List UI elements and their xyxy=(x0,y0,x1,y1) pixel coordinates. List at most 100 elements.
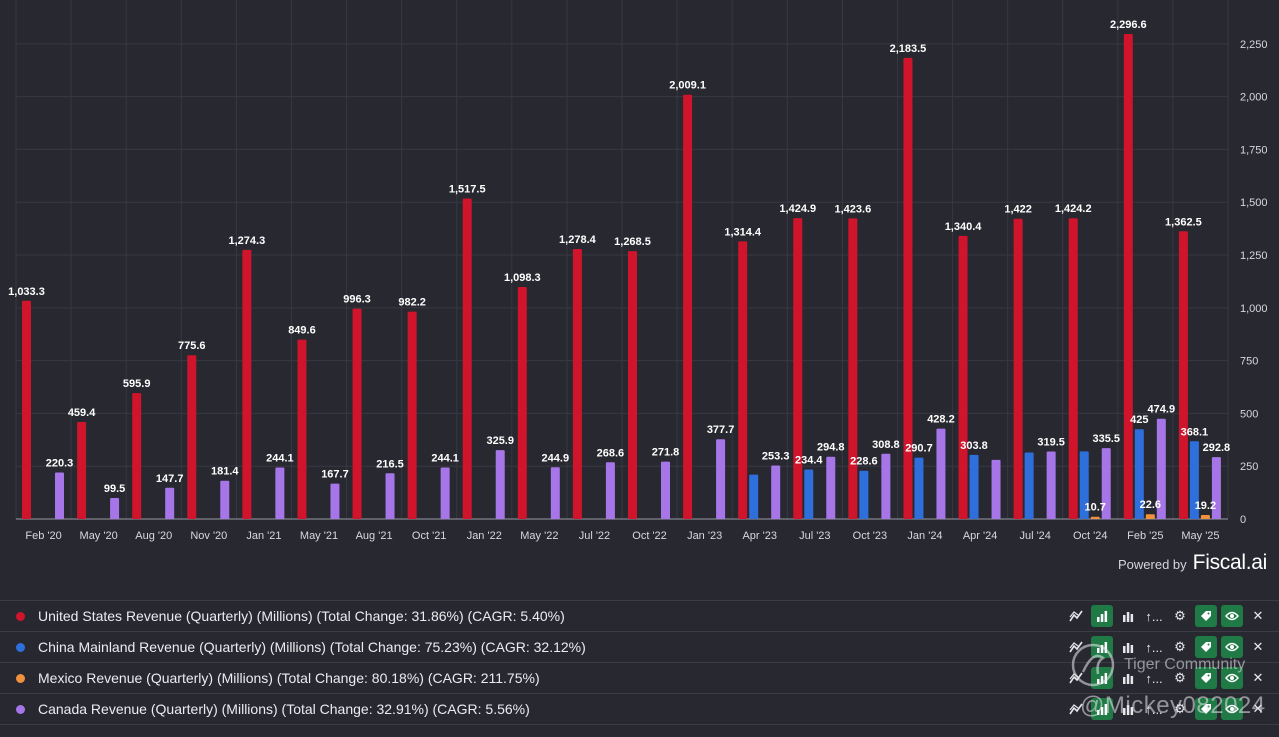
bar-3-19 xyxy=(1101,448,1111,519)
bar-1-16 xyxy=(914,457,924,519)
bar-1-15 xyxy=(859,470,869,519)
y-tick-label: 750 xyxy=(1240,356,1258,368)
stacked-bar-icon[interactable] xyxy=(1117,698,1139,720)
tag-icon[interactable] xyxy=(1195,605,1217,627)
bar-3-7 xyxy=(440,467,450,519)
bar-0-19 xyxy=(1068,218,1078,519)
bar-0-17 xyxy=(958,235,968,519)
bar-0-18 xyxy=(1013,218,1023,519)
close-icon[interactable]: ✕ xyxy=(1252,639,1264,654)
stacked-bar-icon[interactable] xyxy=(1117,667,1139,689)
data-label: 167.7 xyxy=(321,469,349,481)
bar-0-12 xyxy=(683,94,693,519)
bar-0-10 xyxy=(572,249,582,519)
more-options-button[interactable]: ↑... xyxy=(1145,639,1163,655)
series-tools: ↑... ⚙ ✕ xyxy=(1065,636,1269,658)
bar-chart-icon[interactable] xyxy=(1091,698,1113,720)
data-label: 595.9 xyxy=(123,378,151,390)
data-label: 377.7 xyxy=(707,424,735,436)
bar-3-21 xyxy=(1211,457,1221,519)
bar-3-0 xyxy=(55,472,64,519)
legend-label: Mexico Revenue (Quarterly) (Millions) (T… xyxy=(38,670,540,686)
bar-chart-icon[interactable] xyxy=(1091,667,1113,689)
data-label: 244.1 xyxy=(431,452,459,464)
x-tick-label: Jul '24 xyxy=(1019,530,1050,542)
gear-icon[interactable]: ⚙ xyxy=(1174,701,1186,716)
bar-3-1 xyxy=(110,497,120,519)
eye-icon[interactable] xyxy=(1221,698,1243,720)
more-options-button[interactable]: ↑... xyxy=(1145,670,1163,686)
data-label: 147.7 xyxy=(156,473,184,485)
data-label: 253.3 xyxy=(762,451,790,463)
more-options-button[interactable]: ↑... xyxy=(1145,701,1163,717)
bar-0-7 xyxy=(407,311,417,519)
series-legend: United States Revenue (Quarterly) (Milli… xyxy=(0,600,1279,725)
stacked-bar-icon[interactable] xyxy=(1117,636,1139,658)
bar-1-20 xyxy=(1134,429,1144,519)
data-label: 308.8 xyxy=(872,439,900,451)
series-color-dot xyxy=(16,704,25,714)
data-label: 268.6 xyxy=(597,447,625,459)
tag-icon[interactable] xyxy=(1195,636,1217,658)
bar-0-21 xyxy=(1178,231,1188,519)
data-label: 319.5 xyxy=(1037,437,1065,449)
data-label: 474.9 xyxy=(1148,404,1176,416)
x-tick-label: Oct '24 xyxy=(1073,530,1108,542)
gear-icon[interactable]: ⚙ xyxy=(1174,639,1186,654)
data-label: 368.1 xyxy=(1181,426,1209,438)
more-options-button[interactable]: ↑... xyxy=(1145,608,1163,624)
bar-0-3 xyxy=(187,355,197,519)
bar-chart-icon[interactable] xyxy=(1091,605,1113,627)
legend-row-canada: Canada Revenue (Quarterly) (Millions) (T… xyxy=(0,693,1279,725)
bar-0-5 xyxy=(297,339,307,519)
bar-2-19 xyxy=(1090,516,1100,519)
data-label: 325.9 xyxy=(486,435,514,447)
y-tick-label: 2,250 xyxy=(1240,39,1268,51)
bar-3-10 xyxy=(605,462,615,519)
y-tick-label: 500 xyxy=(1240,408,1258,420)
close-icon[interactable]: ✕ xyxy=(1252,670,1264,685)
bar-0-15 xyxy=(848,218,858,519)
data-label: 425 xyxy=(1130,414,1148,426)
data-label: 1,314.4 xyxy=(724,226,762,238)
bar-3-3 xyxy=(220,480,230,519)
data-label: 335.5 xyxy=(1092,433,1120,445)
data-label: 290.7 xyxy=(905,443,933,455)
close-icon[interactable]: ✕ xyxy=(1252,701,1264,716)
gear-icon[interactable]: ⚙ xyxy=(1174,608,1186,623)
bar-3-15 xyxy=(881,453,891,519)
line-chart-icon[interactable] xyxy=(1065,636,1087,658)
stacked-bar-icon[interactable] xyxy=(1117,605,1139,627)
data-label: 428.2 xyxy=(927,414,955,426)
revenue-bar-chart: 0 250 500 750 1,000 1,250 1,500 1,750 2,000 2,250… xyxy=(8,0,1268,542)
powered-by[interactable]: Powered by Fiscal.ai xyxy=(1118,551,1267,577)
data-label: 459.4 xyxy=(68,407,96,419)
eye-icon[interactable] xyxy=(1221,667,1243,689)
x-tick-label: Jan '23 xyxy=(687,530,722,542)
eye-icon[interactable] xyxy=(1221,605,1243,627)
data-label: 982.2 xyxy=(398,297,426,309)
gear-icon[interactable]: ⚙ xyxy=(1174,670,1186,685)
data-label: 181.4 xyxy=(211,466,239,478)
bar-3-2 xyxy=(165,487,175,519)
x-tick-label: Oct '22 xyxy=(632,530,667,542)
bar-0-16 xyxy=(903,57,913,520)
line-chart-icon[interactable] xyxy=(1065,667,1087,689)
data-label: 849.6 xyxy=(288,325,316,337)
data-label: 1,033.3 xyxy=(8,286,45,298)
x-tick-label: Oct '21 xyxy=(412,530,447,542)
line-chart-icon[interactable] xyxy=(1065,605,1087,627)
data-label: 244.1 xyxy=(266,452,294,464)
bar-chart-icon[interactable] xyxy=(1091,636,1113,658)
eye-icon[interactable] xyxy=(1221,636,1243,658)
tag-icon[interactable] xyxy=(1195,667,1217,689)
close-icon[interactable]: ✕ xyxy=(1252,608,1264,623)
bar-0-20 xyxy=(1123,34,1133,519)
bar-0-6 xyxy=(352,308,362,519)
line-chart-icon[interactable] xyxy=(1065,698,1087,720)
bar-1-17 xyxy=(969,454,979,519)
bar-1-19 xyxy=(1079,451,1089,519)
tag-icon[interactable] xyxy=(1195,698,1217,720)
bar-3-11 xyxy=(661,461,670,519)
bar-3-18 xyxy=(1046,451,1056,519)
